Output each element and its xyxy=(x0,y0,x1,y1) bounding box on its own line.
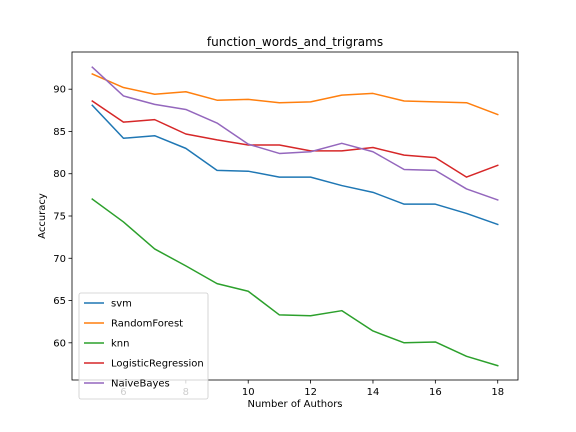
y-axis-label: Accuracy xyxy=(37,193,48,239)
legend-label-naivebayes: NaiveBayes xyxy=(111,379,170,390)
series-lines xyxy=(91,66,499,367)
legend: svm RandomForest knn LogisticRegression Naiv… xyxy=(78,292,209,400)
series-line-logisticregression xyxy=(91,99,499,178)
x-tick-label: 14 xyxy=(367,387,380,398)
y-tick-label: 75 xyxy=(53,212,66,223)
y-tick-label: 90 xyxy=(53,85,66,96)
series-line-knn xyxy=(91,198,499,367)
axes-frame xyxy=(71,51,519,381)
y-tick-label: 85 xyxy=(53,127,66,138)
legend-box xyxy=(78,292,209,400)
legend-label-svm: svm xyxy=(111,299,132,310)
x-axis-label: Number of Authors xyxy=(247,399,342,410)
legend-label-randomforest: RandomForest xyxy=(111,319,183,330)
series-line-randomforest xyxy=(91,72,499,116)
y-tick-label: 65 xyxy=(53,296,66,307)
y-tick-label: 60 xyxy=(53,338,66,349)
y-tick-label: 70 xyxy=(53,254,66,265)
series-line-svm xyxy=(91,104,499,226)
x-tick-label: 18 xyxy=(491,387,504,398)
x-tick-label: 12 xyxy=(304,387,317,398)
x-tick-label: 10 xyxy=(242,387,255,398)
legend-label-knn: knn xyxy=(111,339,129,350)
series-line-naivebayes xyxy=(91,66,499,201)
legend-label-logisticregression: LogisticRegression xyxy=(111,359,204,370)
y-tick-label: 80 xyxy=(53,169,66,180)
x-tick-label: 16 xyxy=(429,387,442,398)
chart-title: function_words_and_trigrams xyxy=(207,35,383,49)
